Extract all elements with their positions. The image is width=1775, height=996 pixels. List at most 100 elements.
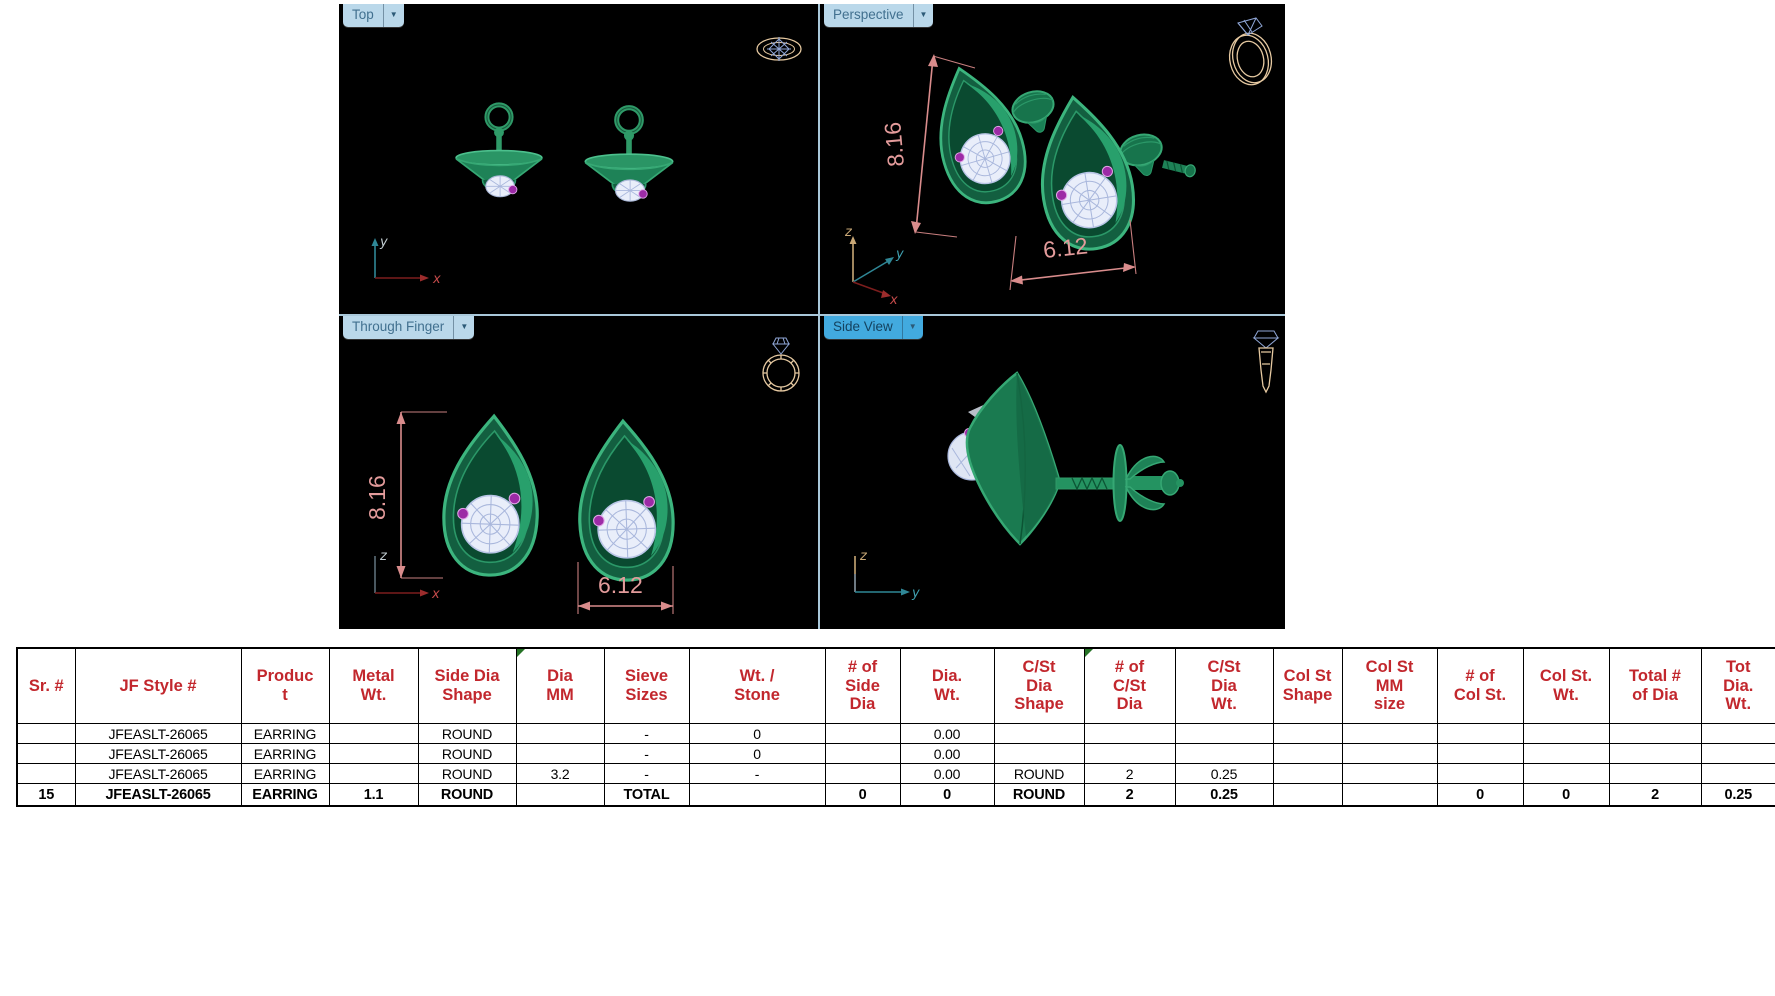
height-dimension: 8.16 [364, 411, 447, 579]
viewport-label-perspective[interactable]: Perspective ▼ [824, 4, 934, 27]
table-cell [1272, 763, 1343, 784]
table-cell [1522, 743, 1610, 764]
viewport-through-finger[interactable]: Through Finger ▼ 8.16 6.12 [339, 316, 818, 629]
table-cell: 0 [1436, 783, 1524, 807]
table-cell: 2 [1608, 783, 1702, 807]
table-cell [16, 723, 76, 744]
table-cell [824, 763, 901, 784]
table-cell [993, 723, 1085, 744]
column-header: Side Dia Shape [417, 647, 517, 724]
table-cell: ROUND [417, 743, 517, 764]
ring-perspective-icon [1228, 17, 1273, 86]
axis-label-y: y [895, 247, 904, 262]
axis-label-z: z [859, 549, 868, 564]
table-cell: JFEASLT-26065 [74, 783, 242, 807]
column-header: C/St Dia Shape [993, 647, 1085, 724]
dim-value: 6.12 [1042, 232, 1089, 263]
column-header: Col St MM size [1341, 647, 1438, 724]
table-cell: 0 [688, 743, 826, 764]
table-cell: ROUND [417, 723, 517, 744]
viewport-label-through-finger[interactable]: Through Finger ▼ [343, 316, 475, 339]
table-cell: 2 [1083, 763, 1176, 784]
table-cell [16, 763, 76, 784]
column-header: Sr. # [16, 647, 76, 724]
viewport-label-text: Top [352, 7, 374, 22]
spec-table: Sr. # JF Style # Produc t Metal Wt. Side Dia… [16, 647, 1775, 807]
column-header: Col St. Wt. [1522, 647, 1610, 724]
chevron-down-icon[interactable]: ▼ [901, 316, 923, 339]
viewport-perspective[interactable]: Perspective ▼ 8.16 [820, 4, 1285, 314]
column-header: Dia. Wt. [899, 647, 995, 724]
column-header: Total # of Dia [1608, 647, 1702, 724]
table-cell [1700, 743, 1775, 764]
table-cell: 0.25 [1700, 783, 1775, 807]
total-row: 15 JFEASLT-26065 EARRING 1.1 ROUND TOTAL 0 0 ROU… [16, 783, 1775, 807]
table-cell [1083, 723, 1176, 744]
table-cell: JFEASLT-26065 [74, 723, 242, 744]
width-dimension: 6.12 [1009, 219, 1137, 291]
axis-label-z: z [379, 549, 388, 564]
table-cell [1522, 763, 1610, 784]
table-cell [1608, 723, 1702, 744]
axis-indicator: z y [854, 549, 920, 601]
table-cell [824, 723, 901, 744]
height-dimension: 8.16 [879, 54, 976, 238]
column-header: Wt. / Stone [688, 647, 826, 724]
table-cell: 0.00 [899, 763, 995, 784]
comment-flag-icon [517, 649, 525, 657]
ring-front-view-icon [762, 337, 800, 392]
table-cell: ROUND [993, 783, 1085, 807]
table-cell: 0.25 [1174, 783, 1274, 807]
chevron-down-icon[interactable]: ▼ [453, 316, 474, 339]
table-cell: 0 [899, 783, 995, 807]
chevron-down-icon[interactable]: ▼ [382, 4, 404, 27]
table-cell: - [603, 743, 690, 764]
table-cell [1341, 723, 1438, 744]
axis-label-y: y [379, 235, 388, 250]
table-cell: EARRING [240, 783, 330, 807]
table-cell [1174, 723, 1274, 744]
viewport-top[interactable]: Top ▼ y x [339, 4, 818, 314]
table-cell: ROUND [993, 763, 1085, 784]
table-cell [1522, 723, 1610, 744]
chevron-down-icon[interactable]: ▼ [912, 4, 934, 27]
table-cell [1436, 723, 1524, 744]
axis-label-x: x [432, 272, 441, 287]
table-cell: JFEASLT-26065 [74, 763, 242, 784]
table-cell: JFEASLT-26065 [74, 743, 242, 764]
table-cell [515, 743, 605, 764]
viewport-label-top[interactable]: Top ▼ [343, 4, 404, 27]
table-cell [328, 763, 419, 784]
table-cell: ROUND [417, 783, 517, 807]
header-row: Sr. # JF Style # Produc t Metal Wt. Side Dia… [16, 647, 1775, 724]
column-header: # of Side Dia [824, 647, 901, 724]
viewport-label-side-view[interactable]: Side View ▼ [824, 316, 923, 339]
axis-label-x: x [431, 587, 440, 602]
table-cell: 0.00 [899, 723, 995, 744]
viewport-side-view[interactable]: Side View ▼ z y [820, 316, 1285, 629]
table-cell: 0 [1522, 783, 1610, 807]
table-cell [515, 723, 605, 744]
earrings-perspective-render: 8.16 6.12 [879, 54, 1196, 291]
comment-flag-icon [1085, 649, 1093, 657]
dim-value: 8.16 [879, 121, 909, 168]
table-row: JFEASLT-26065 EARRING ROUND -0 0.00 [16, 723, 1775, 744]
table-cell: 0.25 [1174, 763, 1274, 784]
table-cell: - [603, 723, 690, 744]
table-cell [1341, 763, 1438, 784]
table-cell: 2 [1083, 783, 1176, 807]
axis-indicator: y x [371, 235, 441, 287]
table-cell [1700, 763, 1775, 784]
table-cell [1341, 743, 1438, 764]
table-row: JFEASLT-26065 EARRING ROUND 3.2- -0.00 ROUND 2… [16, 763, 1775, 784]
table-cell [1608, 743, 1702, 764]
column-header: # of Col St. [1436, 647, 1524, 724]
table-cell [824, 743, 901, 764]
table-cell [515, 783, 605, 807]
table-cell [1272, 743, 1343, 764]
column-header: JF Style # [74, 647, 242, 724]
table-row: JFEASLT-26065 EARRING ROUND -0 0.00 [16, 743, 1775, 764]
axis-label-x: x [889, 293, 898, 308]
dim-value: 8.16 [364, 475, 390, 520]
table-cell [1272, 783, 1343, 807]
